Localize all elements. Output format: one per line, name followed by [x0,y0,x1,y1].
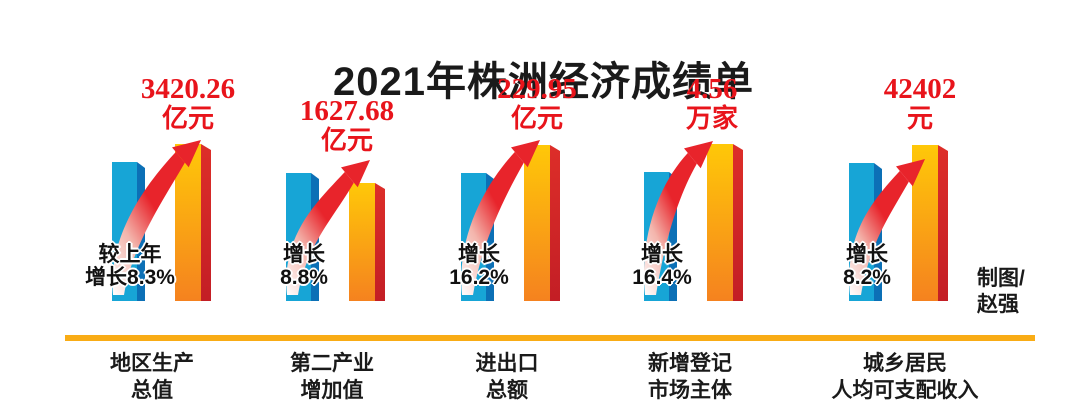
growth-label: 增长 16.2% [449,243,509,289]
credit: 制图/ 赵强 [977,266,1025,318]
value-bar-side [201,144,211,301]
value-label: 4.56 万家 [632,74,792,134]
value-unit: 元 [906,104,933,133]
category-label: 进出口 总额 [475,352,539,402]
indicator-group: 42402 元 增长 8.2% 城乡居民 人均可支配收入 [805,0,985,409]
value-number: 4.56 [686,73,738,105]
chart-title: 2021年株洲经济成绩单 [333,59,754,104]
category-label: 地区生产 总值 [110,352,194,402]
value-bar-side [550,145,560,301]
value-unit: 亿元 [510,104,563,133]
growth-arrow-icon [849,159,925,295]
category-label: 新增登记 市场主体 [648,352,732,402]
credit-line2: 赵强 [977,293,1019,316]
growth-arrow-icon [112,140,201,295]
indicator-group: 229.95 亿元 增长 16.2% 进出口 总额 [417,0,597,409]
indicator-group: 1627.68 亿元 增长 8.8% 第二产业 增加值 [242,0,422,409]
value-unit: 亿元 [161,104,214,133]
bars-graphic [286,160,385,301]
value-bar-side [375,183,385,301]
bars-graphic [112,140,211,301]
value-number: 42402 [883,73,957,105]
growth-label: 较上年 增长8.3% [85,243,175,289]
value-bar-front [524,145,550,301]
growth-arrow-icon [643,141,713,295]
value-label: 1627.68 亿元 [267,96,427,156]
value-unit: 万家 [685,104,738,133]
bars-graphic [461,140,560,301]
indicator-group: 3420.26 亿元 较上年 增长8.3% 地区生产 总值 [68,0,248,409]
indicator-group: 4.56 万家 增长 16.4% 新增登记 市场主体 [600,0,780,409]
growth-label: 增长 8.2% [843,243,891,289]
value-number: 3420.26 [140,73,236,105]
bars-graphic [643,141,743,301]
growth-arrow-icon [286,160,370,295]
value-bar-front [707,144,733,301]
value-label: 229.95 亿元 [457,74,617,134]
growth-label: 增长 16.4% [632,243,692,289]
credit-line1: 制图/ [977,267,1025,290]
value-number: 229.95 [497,73,577,105]
bars-graphic [849,145,948,301]
divider-line [65,335,1035,341]
value-label: 3420.26 亿元 [108,74,268,134]
growth-label: 增长 8.8% [280,243,328,289]
value-bar-side [733,144,743,301]
value-number: 1627.68 [299,95,395,127]
value-label: 42402 元 [840,74,1000,134]
category-label: 第二产业 增加值 [290,352,374,402]
value-bar-front [349,183,375,301]
category-label: 城乡居民 人均可支配收入 [831,352,979,402]
value-bar-side [938,145,948,301]
value-unit: 亿元 [320,126,373,155]
growth-arrow-icon [461,140,540,295]
